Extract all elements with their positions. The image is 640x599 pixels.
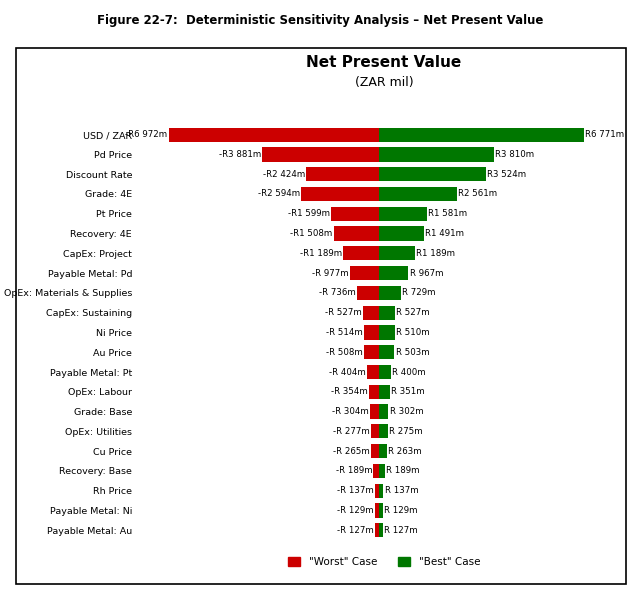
Text: R 275m: R 275m bbox=[388, 427, 422, 436]
Text: R 263m: R 263m bbox=[388, 447, 422, 456]
Text: R1 581m: R1 581m bbox=[428, 209, 467, 218]
Text: R 127m: R 127m bbox=[384, 526, 418, 535]
Legend: "Worst" Case, "Best" Case: "Worst" Case, "Best" Case bbox=[284, 553, 484, 571]
Text: -R 137m: -R 137m bbox=[337, 486, 374, 495]
Bar bbox=[349, 266, 379, 280]
Bar bbox=[375, 503, 379, 518]
Bar bbox=[379, 305, 395, 320]
Text: Figure 22-7:  Deterministic Sensitivity Analysis – Net Present Value: Figure 22-7: Deterministic Sensitivity A… bbox=[97, 14, 543, 28]
Text: R1 491m: R1 491m bbox=[426, 229, 465, 238]
Text: -R1 189m: -R1 189m bbox=[300, 249, 342, 258]
Text: R3 524m: R3 524m bbox=[487, 170, 526, 179]
Text: R 400m: R 400m bbox=[392, 368, 426, 377]
Text: -R 265m: -R 265m bbox=[333, 447, 370, 456]
Bar bbox=[379, 207, 427, 221]
Bar bbox=[376, 523, 379, 537]
Text: R 510m: R 510m bbox=[396, 328, 429, 337]
Text: R 129m: R 129m bbox=[384, 506, 418, 515]
Bar bbox=[379, 523, 383, 537]
Text: -R 404m: -R 404m bbox=[329, 368, 366, 377]
Bar bbox=[379, 128, 584, 142]
Bar bbox=[379, 503, 383, 518]
Text: R 137m: R 137m bbox=[385, 486, 418, 495]
Text: -R 736m: -R 736m bbox=[319, 288, 356, 297]
Bar bbox=[379, 385, 390, 399]
Text: -R6 972m: -R6 972m bbox=[125, 130, 168, 139]
Bar bbox=[375, 483, 379, 498]
Bar bbox=[369, 385, 379, 399]
Text: R 351m: R 351m bbox=[391, 388, 424, 397]
Bar bbox=[379, 226, 424, 241]
Bar bbox=[343, 246, 379, 261]
Bar bbox=[379, 464, 385, 478]
Text: R1 189m: R1 189m bbox=[416, 249, 455, 258]
Bar bbox=[379, 424, 387, 438]
Bar bbox=[367, 365, 379, 379]
Text: -R 354m: -R 354m bbox=[330, 388, 367, 397]
Text: -R 527m: -R 527m bbox=[325, 308, 362, 317]
Text: -R3 881m: -R3 881m bbox=[218, 150, 260, 159]
Bar bbox=[379, 266, 408, 280]
Bar bbox=[169, 128, 379, 142]
Text: R 527m: R 527m bbox=[396, 308, 430, 317]
Bar bbox=[379, 483, 383, 498]
Bar bbox=[379, 404, 388, 419]
Text: -R2 424m: -R2 424m bbox=[262, 170, 305, 179]
Bar bbox=[379, 187, 456, 201]
Bar bbox=[357, 286, 379, 300]
Bar bbox=[379, 444, 387, 458]
Bar bbox=[364, 345, 379, 359]
Text: -R1 508m: -R1 508m bbox=[290, 229, 332, 238]
Bar bbox=[371, 444, 379, 458]
Bar bbox=[370, 404, 379, 419]
Text: -R2 594m: -R2 594m bbox=[257, 189, 300, 198]
Text: -R1 599m: -R1 599m bbox=[288, 209, 330, 218]
Bar bbox=[379, 246, 415, 261]
Text: -R 277m: -R 277m bbox=[333, 427, 370, 436]
Bar bbox=[331, 207, 379, 221]
Bar bbox=[306, 167, 379, 181]
Text: R 967m: R 967m bbox=[410, 268, 443, 277]
Text: -R 304m: -R 304m bbox=[332, 407, 369, 416]
Bar bbox=[379, 147, 494, 162]
Text: -R 977m: -R 977m bbox=[312, 268, 349, 277]
Text: Net Present Value: Net Present Value bbox=[307, 55, 461, 71]
Text: R 302m: R 302m bbox=[390, 407, 423, 416]
Bar bbox=[374, 464, 379, 478]
Text: R6 771m: R6 771m bbox=[585, 130, 624, 139]
Text: -R 508m: -R 508m bbox=[326, 348, 363, 357]
Text: (ZAR mil): (ZAR mil) bbox=[355, 76, 413, 89]
Bar bbox=[379, 325, 395, 340]
Bar bbox=[262, 147, 379, 162]
Bar bbox=[364, 325, 379, 340]
Bar bbox=[301, 187, 379, 201]
Bar bbox=[371, 424, 379, 438]
Text: -R 129m: -R 129m bbox=[337, 506, 374, 515]
Bar bbox=[379, 365, 391, 379]
Text: R 729m: R 729m bbox=[403, 288, 436, 297]
Bar bbox=[379, 286, 401, 300]
Bar bbox=[333, 226, 379, 241]
Text: -R 189m: -R 189m bbox=[335, 467, 372, 476]
Text: -R 127m: -R 127m bbox=[337, 526, 374, 535]
Bar bbox=[364, 305, 379, 320]
Text: R 189m: R 189m bbox=[386, 467, 420, 476]
Bar bbox=[379, 167, 486, 181]
Text: R 503m: R 503m bbox=[396, 348, 429, 357]
Text: -R 514m: -R 514m bbox=[326, 328, 362, 337]
Text: R3 810m: R3 810m bbox=[495, 150, 534, 159]
Text: R2 561m: R2 561m bbox=[458, 189, 497, 198]
Bar bbox=[379, 345, 394, 359]
